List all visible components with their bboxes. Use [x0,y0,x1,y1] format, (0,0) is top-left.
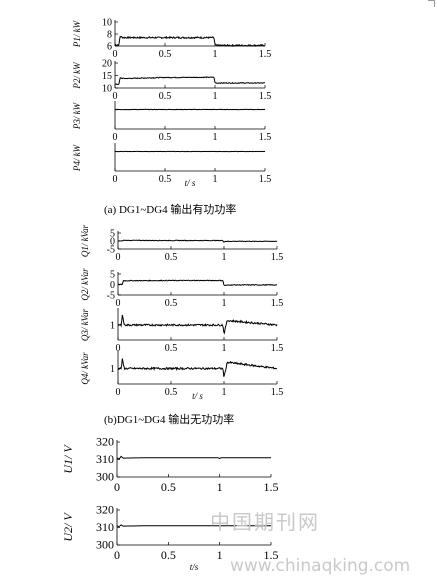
series-line [117,314,278,335]
y-axis-label: U1/ V [61,444,75,474]
x-tick-label: 1.5 [271,252,284,263]
x-tick-label: 1 [213,132,218,143]
caption-a: (a) DG1~DG4 输出有功功率 [104,204,237,216]
x-tick-label: 1 [213,174,218,185]
x-tick-label: 1 [213,49,218,60]
x-tick-label: 1.5 [264,548,279,562]
watermark-top: 中国期刊网 [210,510,320,534]
x-tick-label: 1.5 [271,387,284,398]
x-tick-label: 1.5 [259,174,272,185]
chart-panel-3: 0 0.5 1 1.5 P3/ kW [72,101,271,143]
y-tick-label: 10 [102,18,112,29]
x-tick-label: 0.5 [165,387,178,398]
y-axis-label: P2/ kW [72,61,82,90]
x-tick-label: 1.5 [259,132,272,143]
y-tick-label: 8 [107,30,112,41]
x-tick-label: 1 [222,298,227,309]
y-axis-label: P4/ kW [72,143,82,172]
x-tick-label: 0 [116,387,121,398]
x-tick-label: 0.5 [159,132,172,143]
chart-panel-10: 300 310 320 0 0.5 1 1.5 U2/ V t/s [61,503,279,573]
x-tick-label: 0 [114,548,120,562]
y-tick-label: 1 [110,321,115,332]
y-tick-label: 5 [110,270,115,281]
x-tick-label: 1 [217,480,223,494]
x-tick-label: 0.5 [165,252,178,263]
y-axis-label: P1/ kW [72,19,82,48]
x-tick-label: 1 [222,252,227,263]
y-tick-label: 310 [96,452,114,466]
y-tick-label: 15 [102,71,112,82]
x-tick-label: 0.5 [165,343,178,354]
x-tick-label: 1.5 [271,298,284,309]
x-tick-label: 1.5 [264,480,279,494]
x-tick-label: 0 [114,480,120,494]
page-corner-mark [428,0,435,7]
x-tick-label: 0 [113,132,118,143]
series-line [117,358,278,377]
x-tick-label: 0 [116,298,121,309]
series-line [116,524,272,528]
x-axis-label: t/ s [185,178,196,188]
x-tick-label: 0.5 [159,91,172,102]
x-tick-label: 0 [113,174,118,185]
x-tick-label: 1 [217,548,223,562]
chart-panel-8: 1 0 0.5 1 1.5 Q4/ kVar t/ s [80,351,283,401]
x-tick-label: 0.5 [159,174,172,185]
x-tick-label: 1.5 [259,49,272,60]
y-axis-label: Q1/ kVar [80,224,90,257]
y-tick-label: 310 [96,520,114,534]
x-tick-label: 0.5 [159,49,172,60]
series-line [114,76,266,86]
y-axis-label: P3/ kW [72,101,82,130]
x-tick-label: 0.5 [161,548,176,562]
caption-b: (b)DG1~DG4 输出无功功率 [104,414,235,426]
x-tick-label: 0.5 [161,480,176,494]
y-axis-label: Q3/ kVar [80,308,90,341]
x-tick-label: 0 [116,343,121,354]
x-tick-label: 0 [113,49,118,60]
chart-panel-4: 0 0.5 1 1.5 P4/ kW t/ s [72,143,271,188]
series-line [117,239,278,243]
y-tick-label: 10 [102,84,112,95]
chart-panel-7: 10 0.5 1 1.5Q3/ kVar [80,308,283,354]
y-axis-label: U2/ V [61,512,75,542]
series-line [117,279,278,287]
chart-panel-9: 300 310 320 0 0.5 1 1.5 U1/ V [61,435,279,495]
watermark-bottom: www.chinaqking.com [230,556,411,576]
x-tick-label: 1.5 [271,343,284,354]
x-axis-label: t/ s [192,391,203,401]
y-tick-label: 0 [110,237,115,248]
y-tick-label: -5 [107,245,115,256]
y-tick-label: 320 [96,503,114,517]
series-line [116,455,272,460]
y-tick-label: 5 [110,229,115,240]
x-tick-label: 0 [113,91,118,102]
y-tick-label: 320 [96,435,114,449]
y-tick-label: 6 [107,42,112,53]
y-tick-label: -5 [107,291,115,302]
y-tick-label: 300 [96,538,114,552]
y-tick-label: 300 [96,470,114,484]
x-tick-label: 0.5 [165,298,178,309]
y-axis-label: Q2/ kVar [80,268,90,301]
x-tick-label: 1 [213,91,218,102]
y-tick-label: 0 [110,280,115,291]
x-tick-label: 0 [116,252,121,263]
x-tick-label: 1 [222,343,227,354]
x-tick-label: 1 [222,387,227,398]
series-line [114,35,266,48]
y-axis-label: Q4/ kVar [80,352,90,385]
y-tick-label: 1 [110,364,115,375]
x-tick-label: 1.5 [259,91,272,102]
x-axis-label: t/s [190,562,199,572]
y-tick-label: 20 [102,59,112,70]
